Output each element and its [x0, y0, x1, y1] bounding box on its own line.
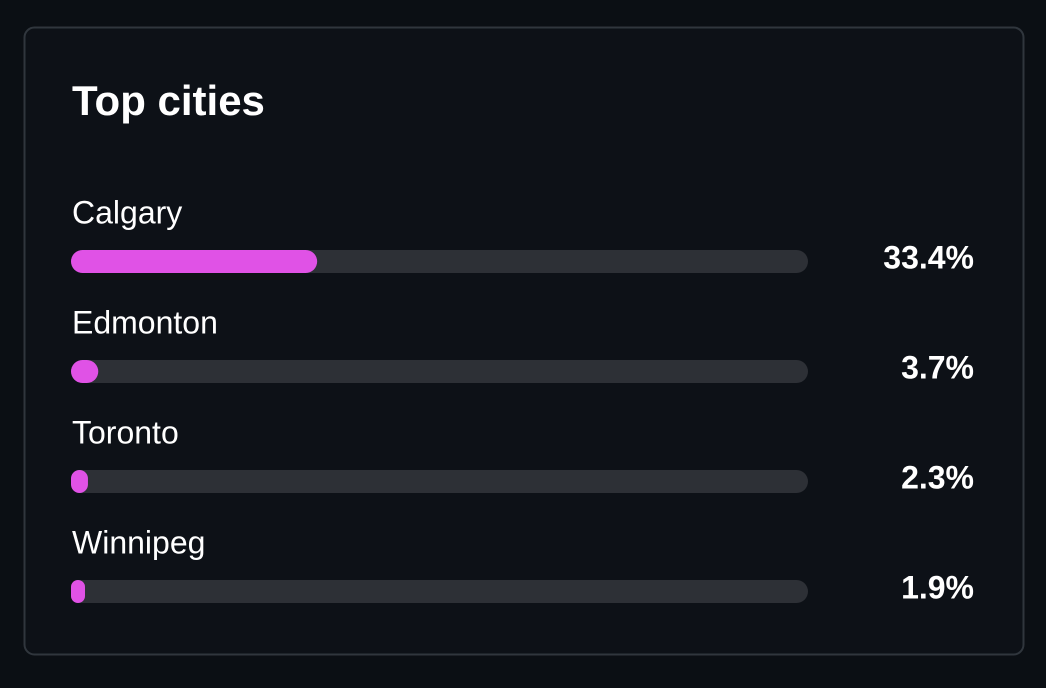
chart-title: Top cities: [72, 77, 265, 124]
value-label: 33.4%: [883, 239, 974, 275]
bar: [71, 360, 99, 383]
category-label: Calgary: [72, 194, 182, 230]
bar: [71, 470, 88, 493]
bar-track: [71, 470, 808, 493]
bar-track: [71, 360, 808, 383]
bar: [71, 580, 86, 603]
value-label: 3.7%: [901, 349, 974, 385]
value-label: 1.9%: [901, 569, 974, 605]
bar-track: [71, 580, 808, 603]
category-label: Toronto: [72, 414, 179, 450]
category-label: Edmonton: [72, 304, 218, 340]
card: [23, 26, 1025, 656]
bar: [71, 250, 318, 273]
value-label: 2.3%: [901, 459, 974, 495]
category-label: Winnipeg: [72, 524, 205, 560]
